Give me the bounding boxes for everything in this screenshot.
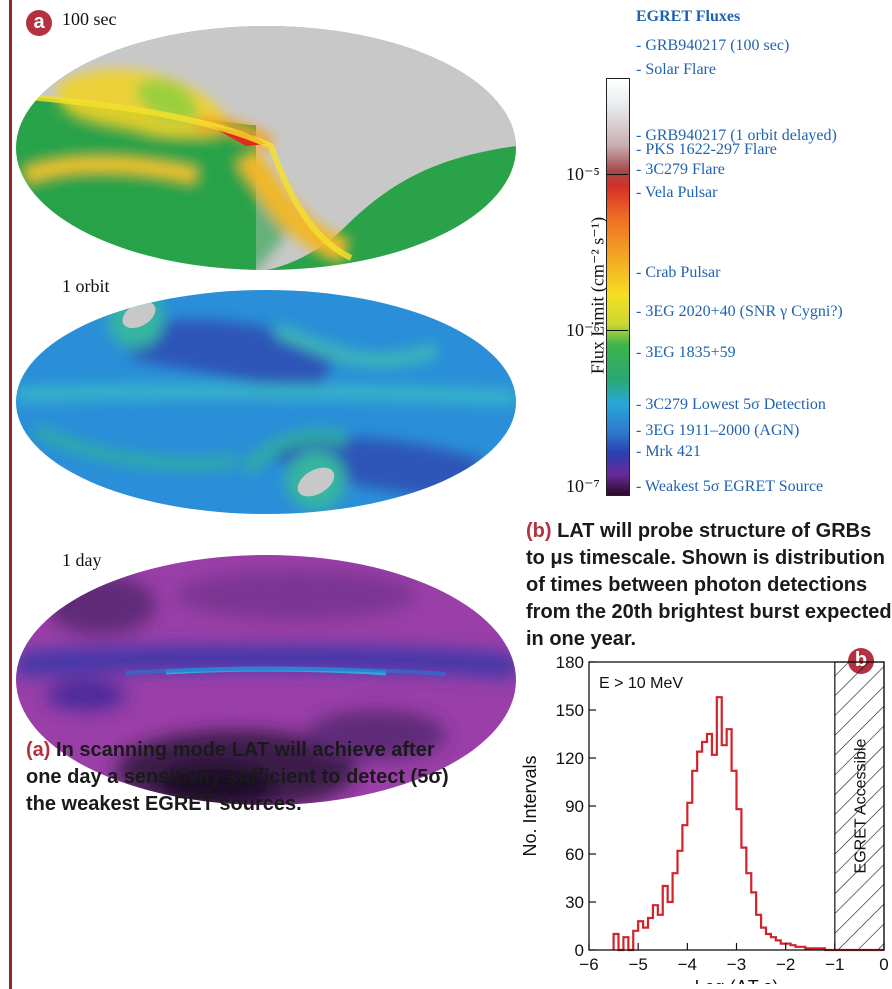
flux-item: - Weakest 5σ EGRET Source bbox=[636, 478, 824, 495]
caption-b: (b) LAT will probe structure of GRBs to … bbox=[526, 518, 892, 653]
interval-histogram: EGRET Accessible 0 30 60 90 120 150 180 −6 −5 −4 −3… bbox=[520, 653, 889, 984]
y-tick-label: 90 bbox=[565, 797, 584, 816]
caption-b-text: LAT will probe structure of GRBs to μs t… bbox=[526, 520, 892, 650]
skymap-100sec bbox=[16, 26, 516, 270]
flux-item: - 3C279 Lowest 5σ Detection bbox=[636, 396, 826, 413]
x-tick-label: −3 bbox=[727, 955, 746, 974]
histogram-series bbox=[612, 696, 835, 952]
skymap-1orbit bbox=[16, 290, 516, 514]
x-axis-label: Log (ΔT s) bbox=[695, 977, 779, 984]
flux-item: - Solar Flare bbox=[636, 61, 716, 78]
panel-a-badge: a bbox=[26, 10, 52, 36]
y-tick-label: 60 bbox=[565, 845, 584, 864]
x-tick-label: −1 bbox=[825, 955, 844, 974]
x-tick-label: −5 bbox=[628, 955, 647, 974]
caption-b-lead: (b) bbox=[526, 520, 552, 542]
flux-item: - GRB940217 (1 orbit delayed) bbox=[636, 127, 837, 144]
y-tick-label: 0 bbox=[575, 941, 584, 960]
x-tick-label: −6 bbox=[579, 955, 598, 974]
egret-accessible-label: EGRET Accessible bbox=[852, 738, 869, 873]
colorbar-tick-label: 10⁻⁶ bbox=[566, 320, 600, 340]
flux-list-title: EGRET Fluxes bbox=[636, 8, 741, 25]
flux-item: - 3EG 1835+59 bbox=[636, 344, 736, 361]
colorbar-axis-label: Flux Limit (cm⁻² s⁻¹) bbox=[587, 216, 608, 375]
left-border bbox=[0, 0, 12, 989]
y-tick-label: 120 bbox=[556, 749, 584, 768]
x-tick-label: 0 bbox=[879, 955, 888, 974]
flux-item: - GRB940217 (100 sec) bbox=[636, 37, 790, 54]
x-tick-label: −4 bbox=[678, 955, 697, 974]
map-label-1day: 1 day bbox=[62, 550, 102, 570]
colorbar-tick-label: 10⁻⁵ bbox=[566, 164, 600, 184]
energy-annotation: E > 10 MeV bbox=[599, 675, 683, 692]
y-tick-label: 180 bbox=[556, 653, 584, 672]
flux-item: - 3EG 1911–2000 (AGN) bbox=[636, 422, 800, 439]
skymap-1day bbox=[16, 555, 516, 805]
caption-a: (a) In scanning mode LAT will achieve af… bbox=[26, 737, 466, 818]
flux-item: - 3C279 Flare bbox=[636, 161, 725, 178]
flux-item: - 3EG 2020+40 (SNR γ Cygni?) bbox=[636, 303, 843, 320]
y-axis-label: No. Intervals bbox=[520, 755, 540, 856]
map-label-100sec: 100 sec bbox=[62, 9, 117, 29]
flux-item: - Crab Pulsar bbox=[636, 264, 721, 281]
map-label-1orbit: 1 orbit bbox=[62, 276, 110, 296]
colorbar-tick-label: 10⁻⁷ bbox=[566, 476, 600, 496]
flux-item: - Mrk 421 bbox=[636, 443, 701, 460]
caption-a-text: In scanning mode LAT will achieve after … bbox=[26, 739, 449, 815]
colorbar-tick bbox=[606, 330, 628, 331]
colorbar-tick bbox=[606, 174, 628, 175]
x-tick-label: −2 bbox=[776, 955, 795, 974]
caption-a-lead: (a) bbox=[26, 739, 51, 761]
flux-item: - PKS 1622-297 Flare bbox=[636, 141, 777, 158]
flux-colorbar bbox=[606, 78, 630, 496]
flux-item: - Vela Pulsar bbox=[636, 184, 718, 201]
y-tick-label: 30 bbox=[565, 893, 584, 912]
y-tick-label: 150 bbox=[556, 701, 584, 720]
